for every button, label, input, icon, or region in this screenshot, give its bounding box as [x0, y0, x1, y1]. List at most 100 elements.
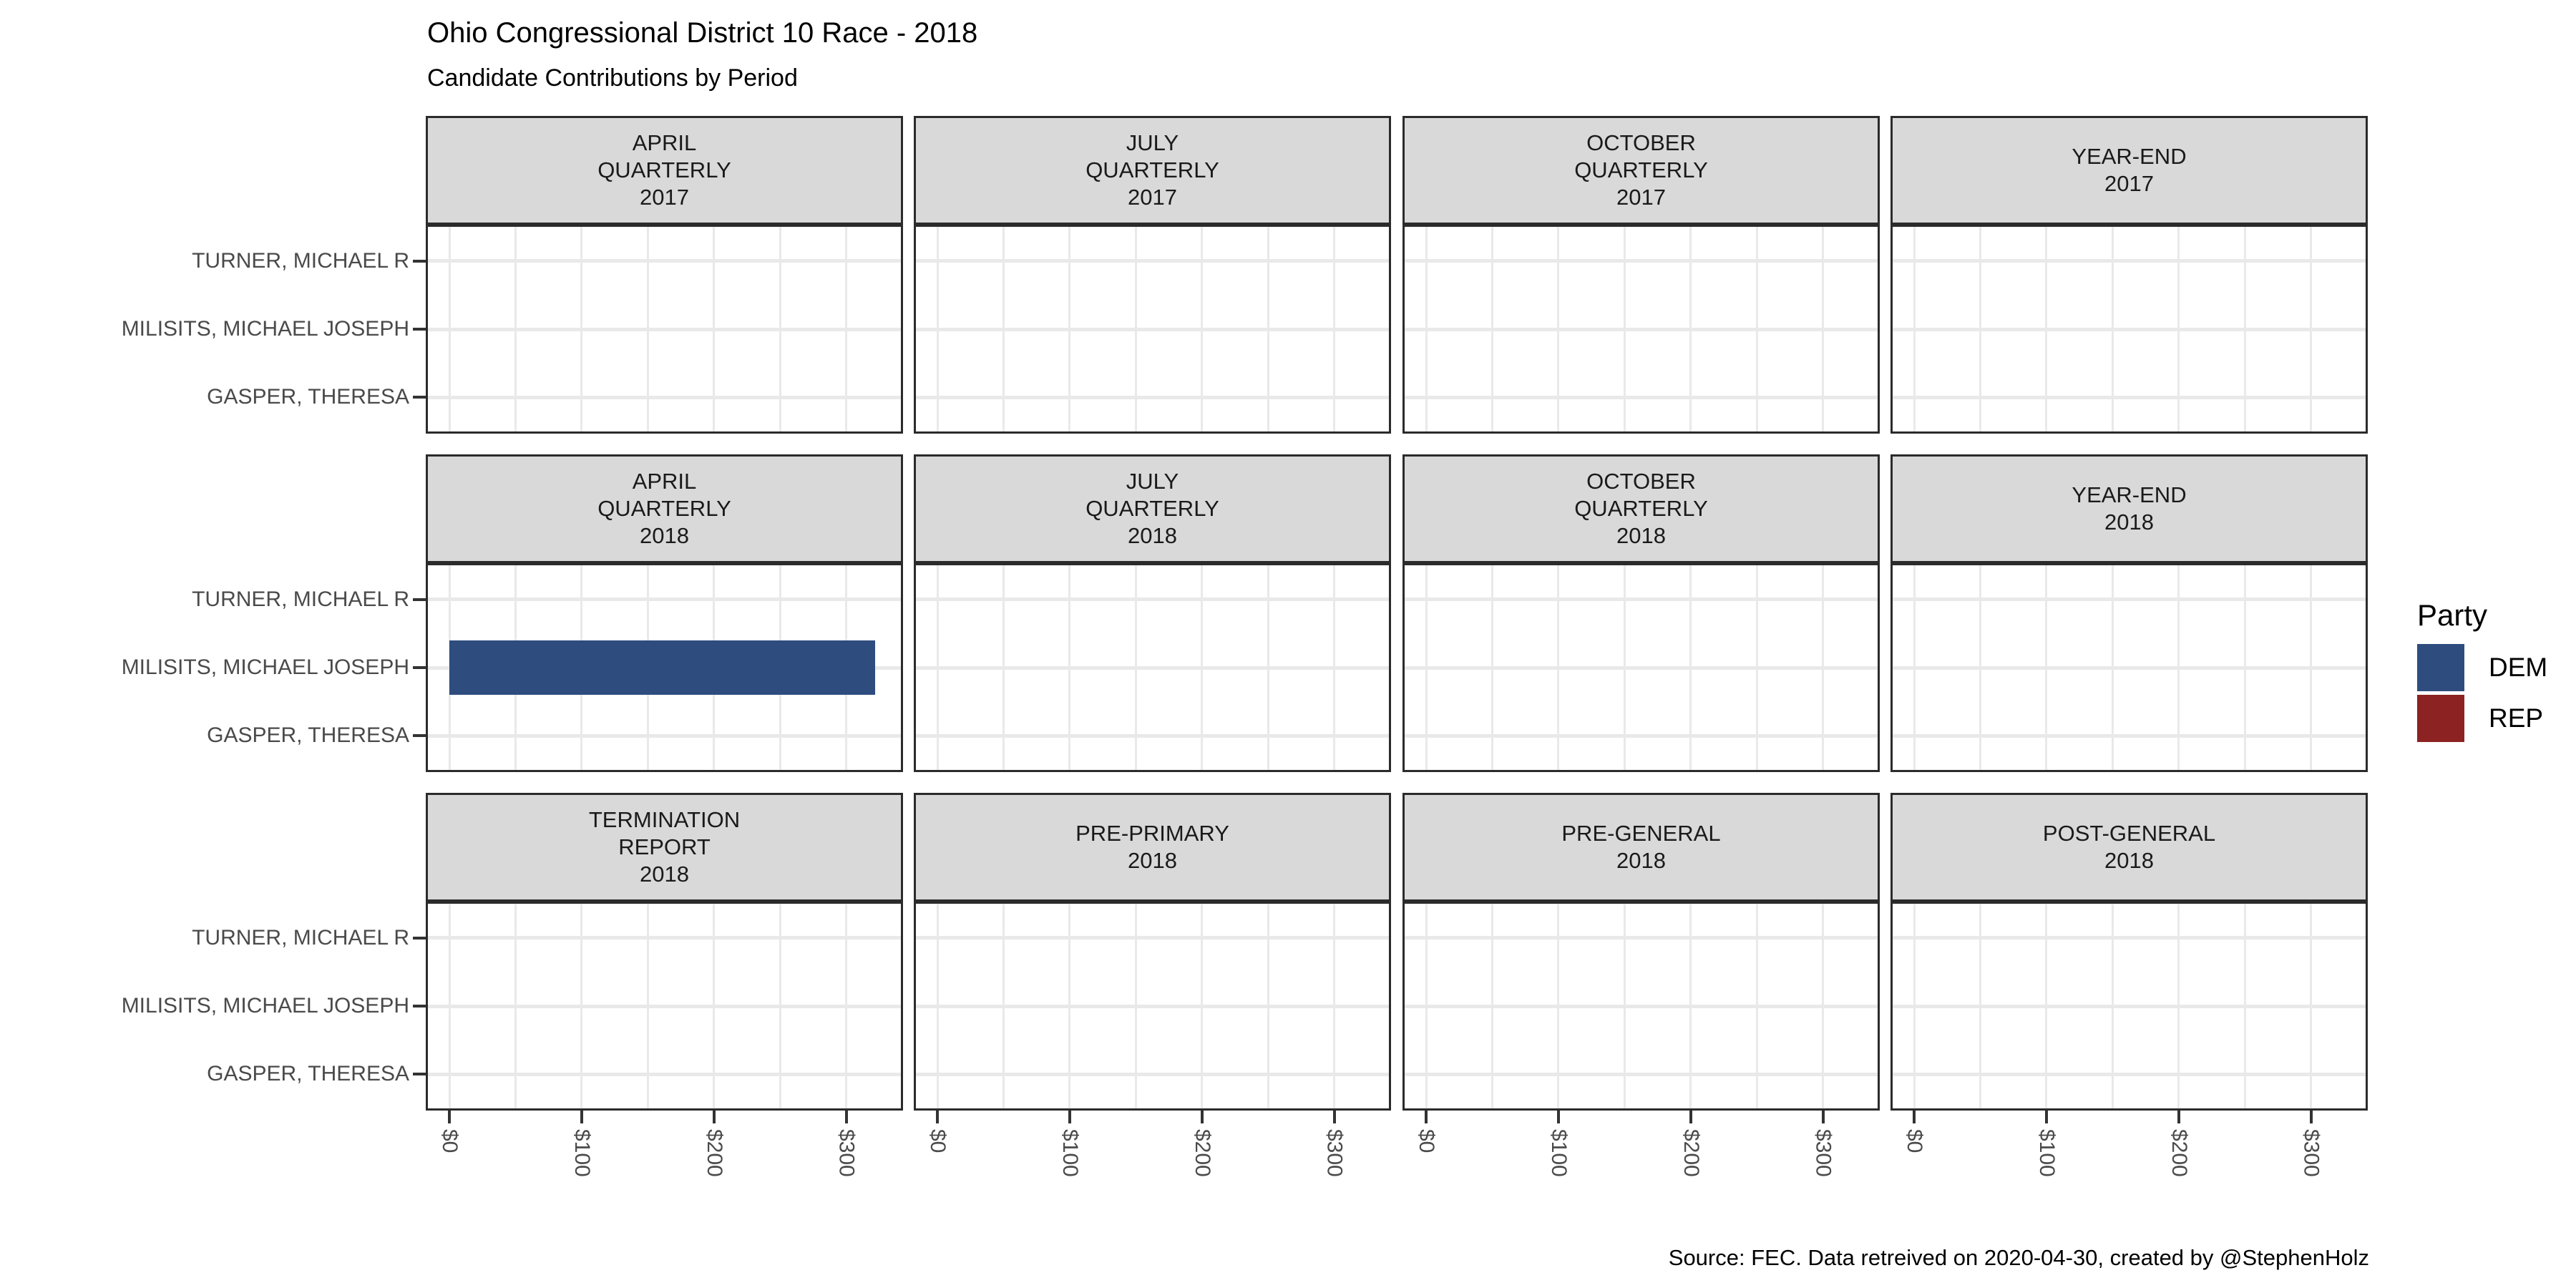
x-axis-label: $300: [834, 1129, 859, 1177]
gridline-horizontal: [1893, 1072, 2366, 1076]
gridline-vertical: [1333, 904, 1336, 1108]
gridline-horizontal: [916, 259, 1389, 263]
gridline-vertical: [936, 904, 939, 1108]
y-axis-label: MILISITS, MICHAEL JOSEPH: [121, 317, 409, 341]
facet-strip-label: POST-GENERAL 2018: [2042, 821, 2216, 873]
y-axis-tick: [413, 1005, 426, 1008]
gridline-vertical: [1267, 565, 1269, 770]
facet-panel: [914, 563, 1391, 772]
gridline-horizontal: [1405, 1004, 1878, 1008]
gridline-horizontal: [916, 733, 1389, 738]
gridline-vertical: [1068, 904, 1071, 1108]
gridline-horizontal: [1893, 665, 2366, 670]
gridline-vertical: [2310, 904, 2313, 1108]
facet-strip-label: JULY QUARTERLY 2018: [1085, 469, 1219, 548]
gridline-vertical: [2243, 904, 2246, 1108]
legend-title: Party: [2417, 598, 2488, 632]
gridline-vertical: [1425, 227, 1428, 431]
gridline-vertical: [1134, 227, 1137, 431]
facet-panel: [426, 225, 903, 434]
y-axis-tick: [413, 936, 426, 940]
facet-strip: JULY QUARTERLY 2018: [914, 454, 1391, 563]
y-axis-tick: [413, 396, 426, 399]
y-axis-tick: [413, 666, 426, 669]
gridline-vertical: [1557, 227, 1560, 431]
gridline-horizontal: [428, 259, 901, 263]
legend-label-rep: REP: [2489, 703, 2544, 733]
facet-strip: YEAR-END 2017: [1890, 116, 2368, 225]
x-axis-label: $300: [1811, 1129, 1835, 1177]
y-axis-label: MILISITS, MICHAEL JOSEPH: [121, 994, 409, 1018]
gridline-vertical: [2243, 227, 2246, 431]
gridline-horizontal: [1405, 733, 1878, 738]
x-axis-tick: [1200, 1111, 1204, 1123]
gridline-horizontal: [1893, 1004, 2366, 1008]
facet-strip: PRE-PRIMARY 2018: [914, 793, 1391, 902]
x-axis-label: $300: [2299, 1129, 2323, 1177]
x-axis-label: $200: [1190, 1129, 1214, 1177]
gridline-horizontal: [1893, 395, 2366, 399]
gridline-vertical: [1755, 904, 1758, 1108]
y-axis-tick: [413, 1073, 426, 1076]
facet-strip-label: PRE-GENERAL 2018: [1561, 821, 1721, 873]
gridline-vertical: [2177, 904, 2180, 1108]
gridline-vertical: [2243, 565, 2246, 770]
x-axis-tick: [844, 1111, 848, 1123]
gridline-horizontal: [1893, 597, 2366, 602]
gridline-vertical: [1913, 565, 1916, 770]
facet-strip: YEAR-END 2018: [1890, 454, 2368, 563]
facet-strip: OCTOBER QUARTERLY 2017: [1402, 116, 1880, 225]
facet-strip-label: PRE-PRIMARY 2018: [1075, 821, 1229, 873]
x-axis-tick: [580, 1111, 583, 1123]
facet-strip: PRE-GENERAL 2018: [1402, 793, 1880, 902]
gridline-horizontal: [916, 1072, 1389, 1076]
legend-swatch-rep: [2417, 695, 2464, 742]
facet-panel: [1890, 563, 2368, 772]
y-axis-label: TURNER, MICHAEL R: [192, 587, 409, 611]
x-axis-label: $200: [1679, 1129, 1703, 1177]
gridline-horizontal: [916, 1004, 1389, 1008]
gridline-horizontal: [916, 327, 1389, 331]
gridline-vertical: [713, 904, 716, 1108]
gridline-horizontal: [916, 936, 1389, 940]
gridline-vertical: [2310, 565, 2313, 770]
gridline-vertical: [779, 904, 781, 1108]
gridline-vertical: [1689, 565, 1692, 770]
gridline-horizontal: [428, 936, 901, 940]
y-axis-tick: [413, 597, 426, 601]
facet-panel: [426, 563, 903, 772]
gridline-vertical: [1755, 565, 1758, 770]
y-axis-tick: [413, 328, 426, 331]
x-axis-tick: [1332, 1111, 1336, 1123]
x-axis-tick: [1556, 1111, 1560, 1123]
gridline-horizontal: [428, 395, 901, 399]
gridline-vertical: [2177, 227, 2180, 431]
x-axis-tick: [1821, 1111, 1825, 1123]
gridline-vertical: [2045, 565, 2048, 770]
gridline-vertical: [1623, 227, 1626, 431]
gridline-vertical: [1979, 227, 1981, 431]
gridline-vertical: [2111, 904, 2114, 1108]
gridline-vertical: [1822, 904, 1825, 1108]
facet-panel: [914, 902, 1391, 1111]
x-axis-tick: [1425, 1111, 1428, 1123]
facet-panel: [914, 225, 1391, 434]
gridline-horizontal: [1893, 259, 2366, 263]
facet-panel: [426, 902, 903, 1111]
facet-strip: TERMINATION REPORT 2018: [426, 793, 903, 902]
x-axis-label: $0: [1415, 1129, 1439, 1153]
gridline-horizontal: [916, 665, 1389, 670]
gridline-vertical: [2111, 565, 2114, 770]
facet-strip-label: YEAR-END 2017: [2072, 144, 2187, 196]
gridline-vertical: [1689, 904, 1692, 1108]
x-axis-label: $100: [1546, 1129, 1571, 1177]
gridline-vertical: [646, 227, 649, 431]
gridline-horizontal: [1405, 395, 1878, 399]
x-axis-tick: [2309, 1111, 2313, 1123]
gridline-horizontal: [916, 597, 1389, 602]
gridline-horizontal: [428, 327, 901, 331]
gridline-vertical: [1979, 565, 1981, 770]
x-axis-tick: [936, 1111, 940, 1123]
gridline-vertical: [1002, 565, 1005, 770]
gridline-horizontal: [1405, 597, 1878, 602]
